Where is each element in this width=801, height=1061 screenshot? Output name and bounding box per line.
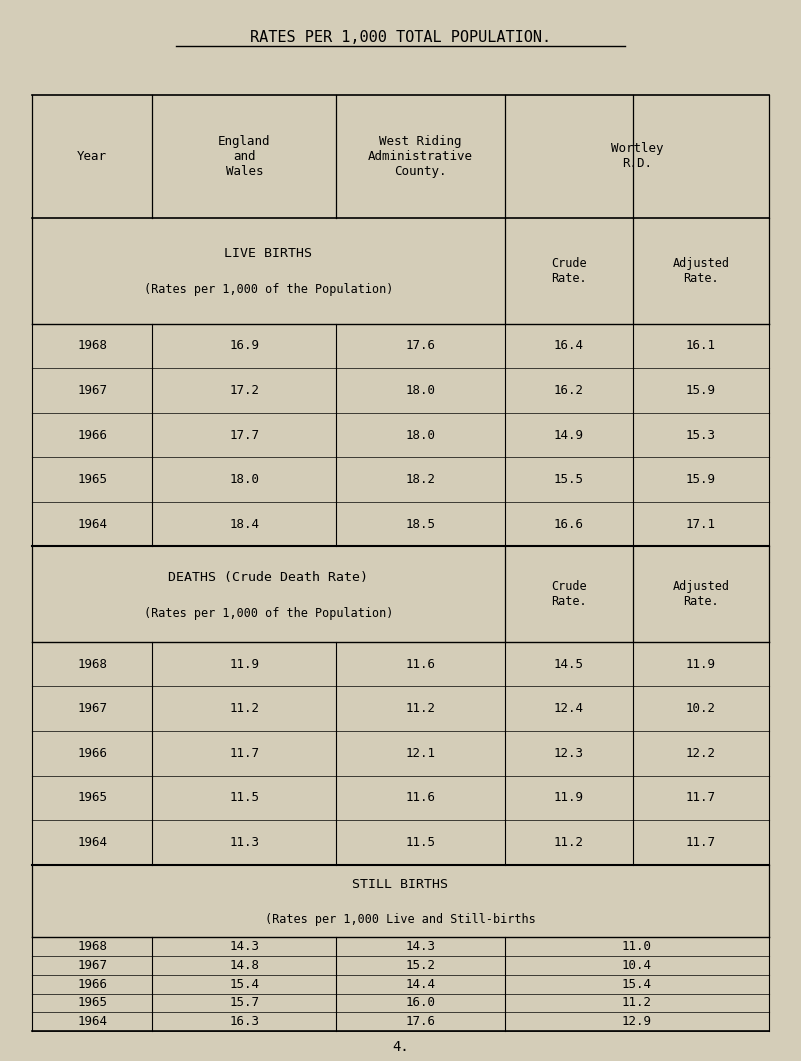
Text: 15.4: 15.4 <box>229 977 260 991</box>
Text: 14.4: 14.4 <box>405 977 436 991</box>
Text: 11.7: 11.7 <box>686 792 716 804</box>
Text: 14.5: 14.5 <box>553 658 584 671</box>
Text: 1967: 1967 <box>77 384 107 397</box>
Text: Adjusted
Rate.: Adjusted Rate. <box>672 257 730 284</box>
Text: Crude
Rate.: Crude Rate. <box>551 257 586 284</box>
Text: 4.: 4. <box>392 1040 409 1055</box>
Text: DEATHS (Crude Death Rate): DEATHS (Crude Death Rate) <box>168 571 368 584</box>
Text: (Rates per 1,000 Live and Still-births: (Rates per 1,000 Live and Still-births <box>265 914 536 926</box>
Text: 12.4: 12.4 <box>553 702 584 715</box>
Text: 11.5: 11.5 <box>229 792 260 804</box>
Text: 15.4: 15.4 <box>622 977 652 991</box>
Text: 14.3: 14.3 <box>229 940 260 953</box>
Text: 16.2: 16.2 <box>553 384 584 397</box>
Text: 11.5: 11.5 <box>405 836 436 849</box>
Text: 14.3: 14.3 <box>405 940 436 953</box>
Text: 10.4: 10.4 <box>622 959 652 972</box>
Text: 17.6: 17.6 <box>405 1015 436 1028</box>
Text: 1965: 1965 <box>77 996 107 1009</box>
Text: 1967: 1967 <box>77 702 107 715</box>
Text: 12.1: 12.1 <box>405 747 436 760</box>
Text: 17.1: 17.1 <box>686 518 716 530</box>
Text: 11.7: 11.7 <box>686 836 716 849</box>
Text: 18.2: 18.2 <box>405 473 436 486</box>
Text: 11.2: 11.2 <box>622 996 652 1009</box>
Text: 1967: 1967 <box>77 959 107 972</box>
Text: 18.0: 18.0 <box>229 473 260 486</box>
Text: 15.5: 15.5 <box>553 473 584 486</box>
Text: 18.0: 18.0 <box>405 429 436 441</box>
Text: Adjusted
Rate.: Adjusted Rate. <box>672 580 730 608</box>
Text: 18.4: 18.4 <box>229 518 260 530</box>
Text: 16.1: 16.1 <box>686 340 716 352</box>
Text: 12.2: 12.2 <box>686 747 716 760</box>
Text: 11.2: 11.2 <box>553 836 584 849</box>
Text: LIVE BIRTHS: LIVE BIRTHS <box>224 247 312 260</box>
Text: 11.0: 11.0 <box>622 940 652 953</box>
Text: 1966: 1966 <box>77 429 107 441</box>
Text: 1965: 1965 <box>77 792 107 804</box>
Text: STILL BIRTHS: STILL BIRTHS <box>352 879 449 891</box>
Text: 1968: 1968 <box>77 940 107 953</box>
Text: 11.2: 11.2 <box>229 702 260 715</box>
Text: 14.9: 14.9 <box>553 429 584 441</box>
Text: 1964: 1964 <box>77 518 107 530</box>
Text: (Rates per 1,000 of the Population): (Rates per 1,000 of the Population) <box>143 283 393 296</box>
Text: 18.0: 18.0 <box>405 384 436 397</box>
Text: 10.2: 10.2 <box>686 702 716 715</box>
Text: 1966: 1966 <box>77 747 107 760</box>
Text: 12.3: 12.3 <box>553 747 584 760</box>
Text: 15.2: 15.2 <box>405 959 436 972</box>
Text: 1964: 1964 <box>77 1015 107 1028</box>
Text: 11.9: 11.9 <box>229 658 260 671</box>
Text: 11.9: 11.9 <box>553 792 584 804</box>
Text: 17.2: 17.2 <box>229 384 260 397</box>
Text: RATES PER 1,000 TOTAL POPULATION.: RATES PER 1,000 TOTAL POPULATION. <box>250 30 551 45</box>
Text: 15.9: 15.9 <box>686 384 716 397</box>
Text: 15.7: 15.7 <box>229 996 260 1009</box>
Text: 1966: 1966 <box>77 977 107 991</box>
Text: 15.9: 15.9 <box>686 473 716 486</box>
Text: 1964: 1964 <box>77 836 107 849</box>
Text: 17.6: 17.6 <box>405 340 436 352</box>
Text: 16.6: 16.6 <box>553 518 584 530</box>
Text: Year: Year <box>77 150 107 163</box>
Text: 1968: 1968 <box>77 658 107 671</box>
Text: 11.6: 11.6 <box>405 792 436 804</box>
Text: 14.8: 14.8 <box>229 959 260 972</box>
Text: 1968: 1968 <box>77 340 107 352</box>
Text: 11.2: 11.2 <box>405 702 436 715</box>
Text: 11.3: 11.3 <box>229 836 260 849</box>
Text: 1965: 1965 <box>77 473 107 486</box>
Text: 16.3: 16.3 <box>229 1015 260 1028</box>
Text: (Rates per 1,000 of the Population): (Rates per 1,000 of the Population) <box>143 607 393 620</box>
Text: 16.9: 16.9 <box>229 340 260 352</box>
Text: 11.7: 11.7 <box>229 747 260 760</box>
Text: 11.6: 11.6 <box>405 658 436 671</box>
Text: 16.0: 16.0 <box>405 996 436 1009</box>
Text: 17.7: 17.7 <box>229 429 260 441</box>
Text: 18.5: 18.5 <box>405 518 436 530</box>
Text: 16.4: 16.4 <box>553 340 584 352</box>
Text: Crude
Rate.: Crude Rate. <box>551 580 586 608</box>
Text: West Riding
Administrative
County.: West Riding Administrative County. <box>368 135 473 178</box>
Text: 15.3: 15.3 <box>686 429 716 441</box>
Text: 12.9: 12.9 <box>622 1015 652 1028</box>
Text: England
and
Wales: England and Wales <box>218 135 271 178</box>
Text: Wortley
R.D.: Wortley R.D. <box>610 142 663 171</box>
Text: 11.9: 11.9 <box>686 658 716 671</box>
